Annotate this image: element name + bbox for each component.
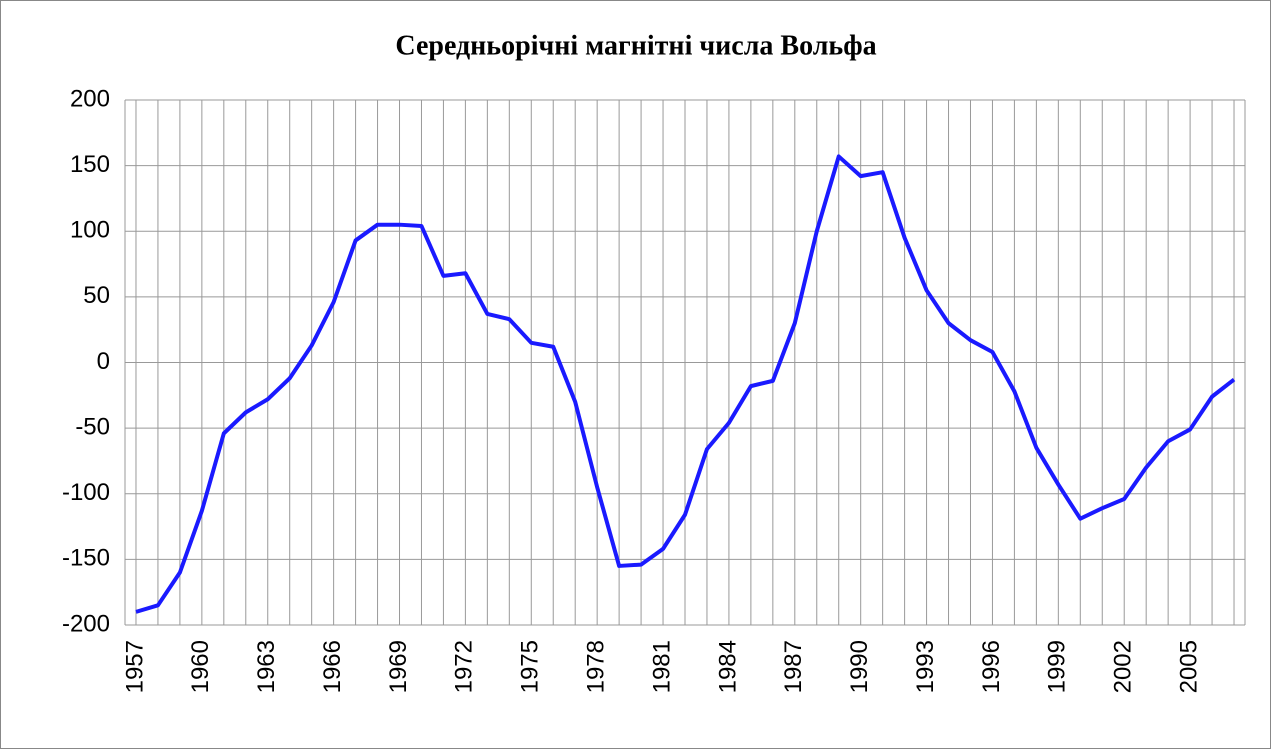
y-tick-label: -150 [62, 545, 110, 572]
x-tick-label: 1996 [978, 640, 1005, 693]
y-tick-label: 100 [70, 217, 110, 244]
x-tick-label: 1969 [385, 640, 412, 693]
y-tick-label: 150 [70, 151, 110, 178]
x-tick-label: 1972 [451, 640, 478, 693]
x-tick-label: 1984 [714, 640, 741, 693]
x-tick-label: 1963 [253, 640, 280, 693]
data-line [135, 154, 1236, 614]
y-tick-label: -200 [62, 610, 110, 637]
x-tick-label: 1981 [648, 640, 675, 693]
x-tick-label: 1957 [121, 640, 148, 693]
x-tick-label: 2005 [1175, 640, 1202, 693]
y-tick-label: 200 [70, 85, 110, 112]
x-tick-label: 1960 [187, 640, 214, 693]
x-tick-label: 1999 [1044, 640, 1071, 693]
y-tick-label: 50 [83, 282, 110, 309]
x-tick-label: 1990 [846, 640, 873, 693]
x-tick-label: 1966 [319, 640, 346, 693]
x-tick-label: 1975 [517, 640, 544, 693]
y-tick-label: -100 [62, 479, 110, 506]
y-tick-label: -50 [75, 413, 110, 440]
x-tick-label: 2002 [1110, 640, 1137, 693]
x-tick-label: 1993 [912, 640, 939, 693]
x-tick-label: 1978 [583, 640, 610, 693]
chart-title: Середньорічні магнітні числа Вольфа [395, 30, 876, 61]
x-tick-label: 1987 [780, 640, 807, 693]
y-tick-label: 0 [97, 348, 110, 375]
